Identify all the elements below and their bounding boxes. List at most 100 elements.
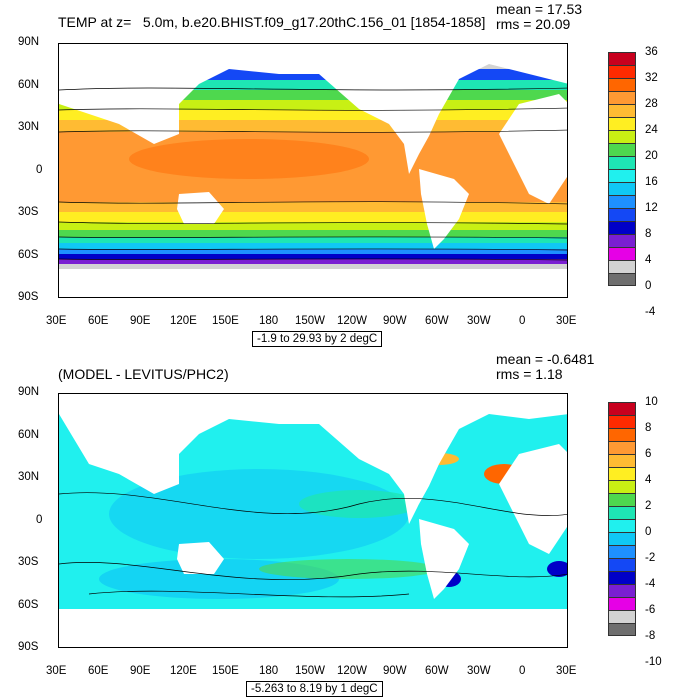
- lon-label: 150E: [212, 315, 239, 327]
- panel2-title: (MODEL - LEVITUS/PHC2): [58, 366, 229, 382]
- colorbar-label: 0: [645, 526, 652, 538]
- colorbar-swatch: [608, 493, 636, 506]
- panel1-rms: rms = 20.09: [496, 16, 571, 32]
- colorbar-swatch: [608, 571, 636, 584]
- colorbar-label: 8: [645, 422, 652, 434]
- colorbar-swatch: [608, 610, 636, 623]
- lat-label: 60S: [18, 249, 39, 261]
- colorbar-label: 8: [645, 228, 652, 240]
- colorbar-label: -8: [645, 630, 656, 642]
- panel1-mean: mean = 17.53: [496, 1, 583, 17]
- lon-label: 150W: [295, 315, 326, 327]
- colorbar-swatch: [608, 156, 636, 169]
- colorbar-swatch: [608, 195, 636, 208]
- colorbar-swatch: [608, 247, 636, 260]
- colorbar-swatch: [608, 454, 636, 467]
- colorbar-swatch: [608, 65, 636, 78]
- lon-label: 30E: [556, 315, 577, 327]
- colorbar-label: 12: [645, 202, 658, 214]
- lat-label: 0: [36, 164, 43, 176]
- lat-label: 60N: [18, 429, 40, 441]
- colorbar-label: 10: [645, 396, 658, 408]
- lon-label: 30W: [467, 665, 491, 677]
- colorbar-swatch: [608, 623, 636, 636]
- colorbar-label: 4: [645, 474, 652, 486]
- colorbar-swatch: [608, 208, 636, 221]
- lat-label: 60S: [18, 599, 39, 611]
- colorbar-swatch: [608, 221, 636, 234]
- panel1-map-graphic: [59, 44, 567, 297]
- panel1-title: TEMP at z= 5.0m, b.e20.BHIST.f09_g17.20t…: [58, 14, 486, 30]
- lon-label: 90E: [130, 315, 151, 327]
- panel2-mean: mean = -0.6481: [496, 351, 595, 367]
- colorbar-swatch: [608, 130, 636, 143]
- colorbar-swatch: [608, 143, 636, 156]
- colorbar-label: 16: [645, 176, 658, 188]
- colorbar-label: 0: [645, 280, 652, 292]
- lon-label: 60W: [425, 315, 449, 327]
- lon-label: 60E: [88, 315, 109, 327]
- colorbar-label: 24: [645, 124, 658, 136]
- colorbar-label: -2: [645, 552, 656, 564]
- colorbar-swatch: [608, 597, 636, 610]
- panel1-map: [58, 43, 568, 298]
- lon-label: 120E: [170, 315, 197, 327]
- lat-label: 90S: [18, 291, 39, 303]
- lon-label: 0: [519, 315, 526, 327]
- colorbar-swatch: [608, 519, 636, 532]
- colorbar-label: -4: [645, 578, 656, 590]
- lon-label: 0: [519, 665, 526, 677]
- lon-label: 60E: [88, 665, 109, 677]
- lat-label: 30N: [18, 121, 40, 133]
- lon-label: 30W: [467, 315, 491, 327]
- colorbar-swatch: [608, 480, 636, 493]
- colorbar-swatch: [608, 441, 636, 454]
- colorbar-label: 4: [645, 254, 652, 266]
- lon-label: 120W: [337, 665, 368, 677]
- panel1-range-label: -1.9 to 29.93 by 2 degC: [252, 331, 383, 347]
- lon-label: 180: [259, 315, 279, 327]
- colorbar-swatch: [608, 169, 636, 182]
- colorbar-swatch: [608, 532, 636, 545]
- lat-label: 90S: [18, 641, 39, 653]
- colorbar-label: 6: [645, 448, 652, 460]
- colorbar-label: 32: [645, 72, 658, 84]
- panel1-colorbar: [608, 52, 636, 286]
- lat-label: 30S: [18, 556, 39, 568]
- colorbar-swatch: [608, 52, 636, 65]
- colorbar-swatch: [608, 428, 636, 441]
- panel2-colorbar: [608, 402, 636, 636]
- colorbar-swatch: [608, 273, 636, 286]
- colorbar-swatch: [608, 78, 636, 91]
- lon-label: 150E: [212, 665, 239, 677]
- colorbar-swatch: [608, 104, 636, 117]
- lon-label: 90W: [383, 665, 407, 677]
- colorbar-swatch: [608, 584, 636, 597]
- colorbar-label: 36: [645, 46, 658, 58]
- lon-label: 180: [259, 665, 279, 677]
- lat-label: 0: [36, 514, 43, 526]
- lat-label: 90N: [18, 36, 40, 48]
- lon-label: 30E: [556, 665, 577, 677]
- colorbar-label: -6: [645, 604, 656, 616]
- panel2-rms: rms = 1.18: [496, 366, 563, 382]
- colorbar-swatch: [608, 415, 636, 428]
- colorbar-label: -10: [645, 656, 662, 668]
- lat-label: 60N: [18, 79, 40, 91]
- panel2-map-graphic: [59, 394, 567, 647]
- panel2-map: [58, 393, 568, 648]
- colorbar-label: -4: [645, 306, 656, 318]
- lat-label: 30S: [18, 206, 39, 218]
- lon-label: 120E: [170, 665, 197, 677]
- colorbar-swatch: [608, 467, 636, 480]
- lon-label: 90E: [130, 665, 151, 677]
- colorbar-swatch: [608, 402, 636, 415]
- colorbar-swatch: [608, 558, 636, 571]
- lat-label: 90N: [18, 386, 40, 398]
- colorbar-label: 20: [645, 150, 658, 162]
- lon-label: 60W: [425, 665, 449, 677]
- panel2-range-label: -5.263 to 8.19 by 1 degC: [246, 681, 383, 697]
- lon-label: 90W: [383, 315, 407, 327]
- colorbar-label: 2: [645, 500, 652, 512]
- colorbar-label: 28: [645, 98, 658, 110]
